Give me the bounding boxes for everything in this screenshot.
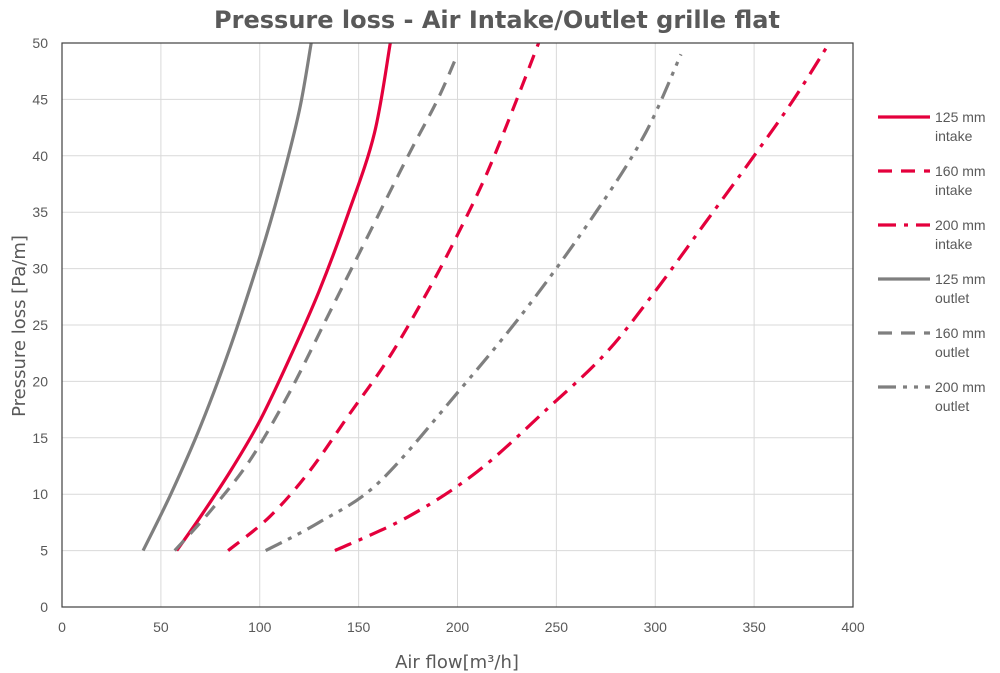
x-tick-label: 200 bbox=[446, 619, 470, 635]
legend-item-5: 160 mm outlet bbox=[878, 325, 986, 360]
legend-label: 200 mm outlet bbox=[935, 379, 986, 414]
y-tick-label: 40 bbox=[32, 148, 48, 164]
legend-label: 125 mm intake bbox=[935, 109, 986, 144]
y-tick-label: 50 bbox=[32, 35, 48, 51]
chart-title: Pressure loss - Air Intake/Outlet grille… bbox=[214, 6, 780, 34]
x-tick-label: 50 bbox=[153, 619, 169, 635]
series-line-6 bbox=[264, 53, 683, 553]
series-line-1 bbox=[175, 42, 392, 552]
x-tick-label: 400 bbox=[841, 619, 865, 635]
legend-label: 160 mm intake bbox=[935, 163, 986, 198]
y-tick-label: 5 bbox=[40, 543, 48, 559]
legend-item-6: 200 mm outlet bbox=[878, 379, 986, 414]
series-line-2 bbox=[227, 42, 541, 552]
legend-item-1: 125 mm intake bbox=[878, 109, 986, 144]
y-tick-label: 15 bbox=[32, 430, 48, 446]
legend-item-3: 200 mm intake bbox=[878, 217, 986, 252]
legend-item-4: 125 mm outlet bbox=[878, 271, 986, 306]
x-tick-label: 250 bbox=[545, 619, 569, 635]
y-tick-label: 35 bbox=[32, 204, 48, 220]
x-tick-label: 0 bbox=[58, 619, 66, 635]
legend-label: 200 mm intake bbox=[935, 217, 986, 252]
legend: 125 mm intake 160 mm intake 200 mm intake 125 … bbox=[878, 109, 986, 414]
series-lines bbox=[141, 42, 831, 553]
y-tick-label: 25 bbox=[32, 317, 48, 333]
plot-area-frame bbox=[61, 42, 854, 608]
y-tick-label: 10 bbox=[32, 486, 48, 502]
x-tick-label: 100 bbox=[248, 619, 272, 635]
y-axis-ticks: 0 5 10 15 20 25 30 35 40 45 50 bbox=[32, 35, 48, 615]
y-tick-label: 20 bbox=[32, 373, 48, 389]
x-axis-ticks: 0 50 100 150 200 250 300 350 400 bbox=[58, 619, 865, 635]
x-axis-label: Air flow[m³/h] bbox=[395, 652, 519, 673]
y-tick-label: 45 bbox=[32, 91, 48, 107]
x-tick-label: 300 bbox=[644, 619, 668, 635]
y-tick-label: 30 bbox=[32, 261, 48, 277]
series-line-3 bbox=[334, 42, 831, 553]
x-tick-label: 150 bbox=[347, 619, 371, 635]
y-axis-label: Pressure loss [Pa/m] bbox=[9, 235, 30, 417]
legend-label: 160 mm outlet bbox=[935, 325, 986, 360]
x-tick-label: 350 bbox=[742, 619, 766, 635]
legend-label: 125 mm outlet bbox=[935, 271, 986, 306]
series-line-4 bbox=[141, 42, 313, 552]
grid-lines bbox=[62, 43, 853, 607]
legend-item-2: 160 mm intake bbox=[878, 163, 986, 198]
y-tick-label: 0 bbox=[40, 599, 48, 615]
series-line-5 bbox=[173, 53, 459, 552]
